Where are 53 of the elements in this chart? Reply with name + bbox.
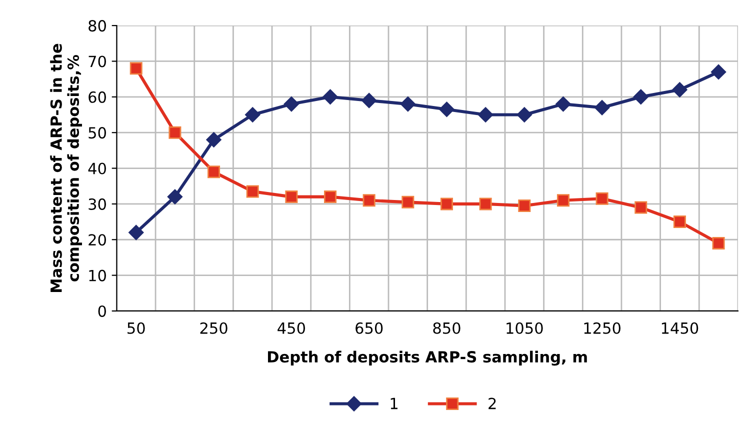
point	[712, 236, 725, 250]
point	[128, 224, 144, 240]
point	[556, 194, 570, 207]
x-tick-label: 1050	[506, 322, 543, 334]
y-axis-title: Mass content of ARP-S in the composition of deposits,%	[50, 44, 82, 292]
point	[324, 190, 337, 204]
x-tick-label: 1450	[662, 322, 698, 334]
point	[518, 199, 531, 212]
point	[479, 198, 492, 210]
point	[596, 192, 608, 205]
y-tick-label: 10	[89, 270, 106, 282]
point	[439, 102, 454, 117]
point	[245, 107, 260, 122]
point	[285, 190, 298, 204]
y-tick-label: 60	[88, 91, 106, 103]
legend-label: 2	[488, 398, 496, 410]
point	[284, 96, 300, 112]
y-tick-label: 80	[88, 20, 106, 32]
point	[478, 107, 494, 122]
point	[168, 126, 182, 139]
point	[362, 92, 377, 108]
point	[402, 196, 414, 208]
point	[322, 89, 338, 104]
point	[516, 107, 532, 122]
point	[672, 82, 688, 98]
y-tick-label: 50	[88, 127, 106, 139]
x-tick-label: 650	[356, 322, 383, 334]
point	[208, 166, 220, 178]
y-tick-label: 40	[88, 162, 106, 174]
point	[206, 132, 222, 148]
point	[362, 194, 376, 207]
y-tick-label: 20	[88, 234, 106, 246]
point	[130, 62, 142, 75]
x-tick-label: 250	[200, 322, 228, 334]
point	[246, 185, 259, 198]
x-axis-title: Depth of deposits ARP-S sampling, m	[268, 350, 587, 366]
point	[633, 89, 648, 104]
x-tick-label: 850	[433, 322, 460, 334]
point	[634, 201, 648, 214]
point	[556, 96, 571, 112]
point	[594, 100, 610, 116]
point	[440, 198, 453, 210]
y-tick-label: 0	[98, 305, 106, 317]
point	[710, 64, 726, 80]
point	[400, 96, 416, 112]
x-tick-label: 450	[278, 322, 305, 334]
point	[167, 189, 183, 204]
x-tick-label: 1250	[584, 322, 620, 334]
legend-label: 1	[390, 398, 398, 410]
point	[673, 216, 686, 228]
x-tick-label: 50	[128, 322, 145, 334]
y-tick-label: 70	[88, 56, 106, 68]
y-tick-label: 30	[88, 198, 106, 210]
